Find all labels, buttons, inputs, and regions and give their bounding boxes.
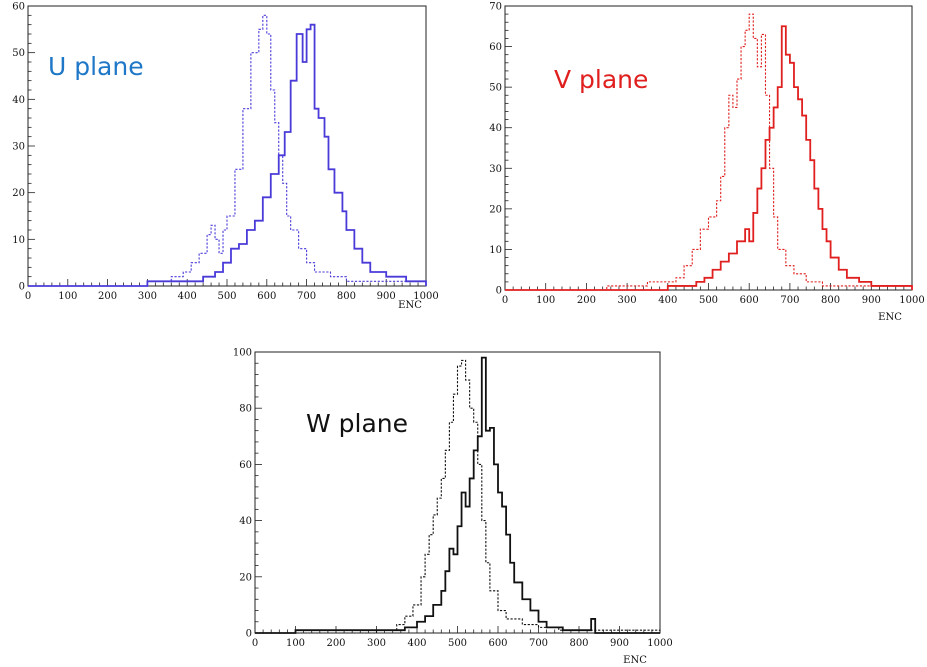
x-tick-label: 700 xyxy=(529,638,548,649)
x-tick-label: 700 xyxy=(297,291,316,302)
y-tick-label: 0 xyxy=(246,629,252,640)
y-tick-label: 50 xyxy=(489,83,502,94)
x-tick-label: 300 xyxy=(618,295,637,306)
x-tick-label: 500 xyxy=(699,295,718,306)
x-tick-label: 200 xyxy=(326,638,345,649)
y-tick-label: 70 xyxy=(489,2,502,13)
plane-label: V plane xyxy=(554,65,648,94)
y-tick-label: 40 xyxy=(12,95,25,106)
y-tick-label: 100 xyxy=(233,348,252,359)
x-axis-title: ENC xyxy=(398,300,422,311)
x-tick-label: 800 xyxy=(337,291,356,302)
x-axis-title: ENC xyxy=(623,655,647,666)
series-solid-histogram xyxy=(28,23,427,287)
y-tick-label: 10 xyxy=(489,245,502,256)
x-tick-label: 1000 xyxy=(413,291,438,302)
x-tick-label: 300 xyxy=(367,638,386,649)
plane-label: U plane xyxy=(48,52,144,81)
y-tick-label: 20 xyxy=(239,572,252,583)
x-tick-label: 0 xyxy=(252,638,258,649)
series-solid-histogram xyxy=(255,356,660,634)
y-tick-label: 30 xyxy=(489,164,502,175)
y-tick-label: 60 xyxy=(239,460,252,471)
y-tick-label: 20 xyxy=(12,188,25,199)
u-plane-histogram: 0 100 200 300 400 500 600 700 800 900 1000 0 10 20 30 4… xyxy=(12,2,438,312)
x-tick-label: 600 xyxy=(740,295,759,306)
y-tick-label: 60 xyxy=(12,2,25,13)
y-tick-label: 20 xyxy=(489,204,502,215)
x-tick-label: 600 xyxy=(488,638,507,649)
v-plane-histogram: 0 100 200 300 400 500 600 700 800 900 1000 0 10 20 30 4… xyxy=(489,2,924,324)
y-tick-label: 40 xyxy=(489,123,502,134)
x-tick-label: 0 xyxy=(25,291,31,302)
series-dashed-histogram xyxy=(505,13,913,291)
w-plane-histogram: 0 100 200 300 400 500 600 700 800 900 1000 0 20 40 60 8… xyxy=(233,348,673,667)
x-tick-label: 300 xyxy=(138,291,157,302)
x-tick-label: 100 xyxy=(286,638,305,649)
y-tick-label: 50 xyxy=(12,48,25,59)
y-tick-label: 10 xyxy=(12,235,25,246)
plot-frame xyxy=(27,5,427,287)
y-tick-label: 0 xyxy=(496,286,502,297)
x-tick-label: 500 xyxy=(448,638,467,649)
v-plane-panel: 0 100 200 300 400 500 600 700 800 900 1000 0 10 20 30 4… xyxy=(478,0,927,324)
x-tick-label: 900 xyxy=(377,291,396,302)
x-tick-label: 700 xyxy=(780,295,799,306)
w-plane-panel: 0 100 200 300 400 500 600 700 800 900 1000 0 20 40 60 8… xyxy=(228,340,673,667)
y-tick-label: 60 xyxy=(489,42,502,53)
x-tick-label: 800 xyxy=(569,638,588,649)
y-tick-label: 30 xyxy=(12,142,25,153)
x-tick-label: 600 xyxy=(257,291,276,302)
x-tick-label: 400 xyxy=(658,295,677,306)
x-tick-label: 1000 xyxy=(647,638,672,649)
x-tick-label: 100 xyxy=(536,295,555,306)
plane-label: W plane xyxy=(306,409,408,438)
x-tick-label: 900 xyxy=(610,638,629,649)
y-tick-label: 0 xyxy=(19,282,25,293)
plot-frame xyxy=(504,5,913,291)
x-tick-label: 200 xyxy=(98,291,117,302)
x-tick-label: 400 xyxy=(178,291,197,302)
y-tick-label: 40 xyxy=(239,516,252,527)
x-tick-label: 400 xyxy=(407,638,426,649)
y-tick-label: 80 xyxy=(239,404,252,415)
series-dashed-histogram xyxy=(255,359,661,634)
series-solid-histogram xyxy=(505,25,913,291)
x-axis-title: ENC xyxy=(878,312,902,323)
u-plane-panel: 0 100 200 300 400 500 600 700 800 900 1000 0 10 20 30 4… xyxy=(0,0,440,320)
x-tick-label: 1000 xyxy=(899,295,924,306)
x-tick-label: 800 xyxy=(821,295,840,306)
x-tick-label: 100 xyxy=(58,291,77,302)
series-dashed-histogram xyxy=(28,14,427,287)
x-tick-label: 0 xyxy=(502,295,508,306)
x-tick-label: 900 xyxy=(862,295,881,306)
x-tick-label: 500 xyxy=(217,291,236,302)
x-tick-label: 200 xyxy=(577,295,596,306)
